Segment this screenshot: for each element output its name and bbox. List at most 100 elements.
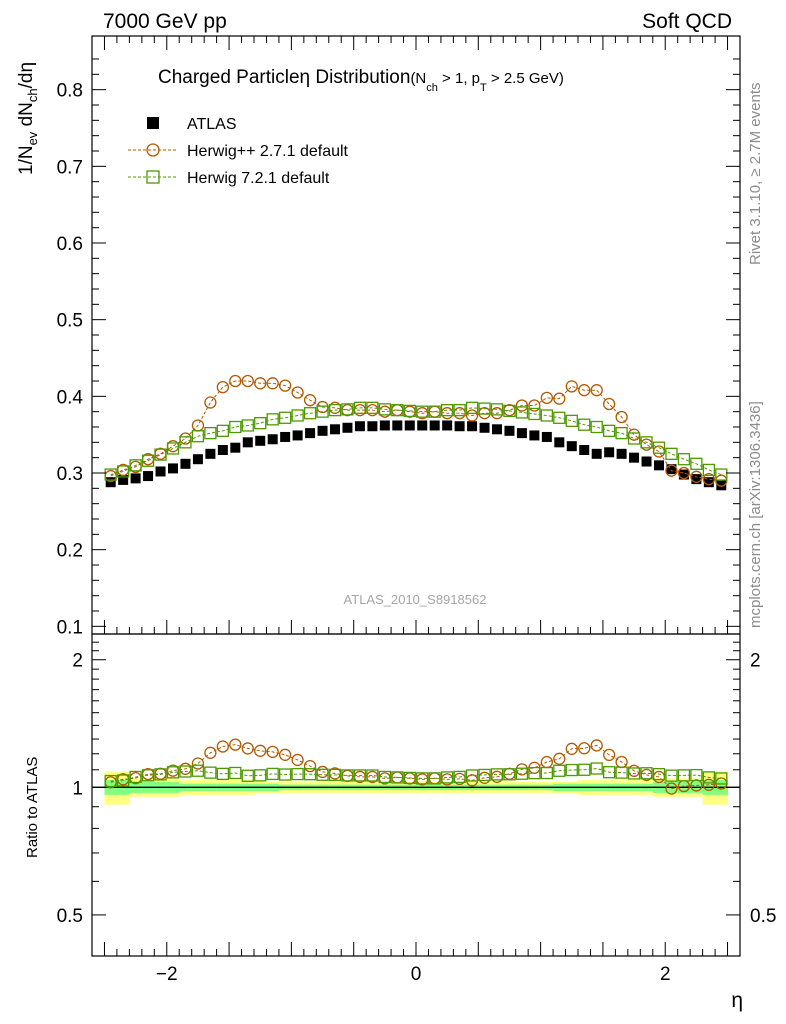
y-tick-label-top: 0.1	[57, 617, 83, 638]
herwigpp-point	[540, 391, 553, 405]
herwig7-point	[441, 403, 454, 417]
herwig7-ratio-point	[503, 768, 516, 781]
herwig7-ratio-point	[241, 769, 254, 782]
herwig7-point	[428, 405, 441, 418]
analysis-watermark: ATLAS_2010_S8918562	[344, 592, 487, 607]
atlas-point	[691, 474, 702, 485]
atlas-point	[205, 448, 216, 459]
herwigpp-ratio-point	[665, 782, 678, 795]
herwig7-ratio-point	[328, 768, 342, 782]
herwig7-ratio-point	[677, 769, 691, 782]
atlas-point	[118, 474, 129, 485]
herwigpp-point	[603, 397, 616, 411]
rivet-label: Rivet 3.1.10, ≥ 2.7M events	[747, 83, 764, 266]
atlas-point	[280, 431, 291, 442]
herwig7-ratio-point	[104, 774, 117, 788]
legend-marker-atlas	[147, 117, 159, 129]
herwig7-ratio-point	[204, 766, 217, 779]
herwigpp-point	[665, 464, 678, 477]
herwig7-point	[166, 442, 180, 455]
herwig7-point	[341, 403, 354, 416]
herwig7-point	[216, 424, 229, 437]
herwig7-point	[303, 407, 317, 420]
atlas-point	[255, 435, 266, 446]
herwig7-point	[366, 401, 379, 414]
herwig7-ratio-point	[590, 762, 603, 775]
series-ratio-line-2	[110, 767, 722, 782]
herwig7-ratio-point	[603, 766, 616, 779]
herwigpp-ratio-point	[565, 742, 578, 755]
herwig7-ratio-point	[465, 769, 479, 782]
herwig7-ratio-point	[702, 771, 715, 784]
herwig7-ratio-point	[191, 764, 205, 777]
herwig7-point	[403, 404, 416, 418]
herwigpp-point	[216, 380, 229, 394]
y-tick-label-bottom: 1	[72, 778, 83, 799]
atlas-point	[492, 424, 502, 435]
herwigpp-point	[453, 407, 466, 420]
herwigpp-ratio-point	[578, 742, 591, 755]
header-right: Soft QCD	[642, 10, 732, 33]
herwig7-point	[129, 459, 142, 472]
atlas-point	[654, 460, 664, 471]
herwig7-ratio-point	[652, 768, 666, 781]
herwigpp-point	[690, 470, 703, 483]
atlas-point	[566, 441, 577, 452]
legend: ATLAS Herwig++ 2.7.1 default Herwig 7.2.…	[128, 116, 349, 187]
herwigpp-point	[677, 466, 691, 480]
legend-label-atlas: ATLAS	[187, 116, 237, 133]
atlas-point	[504, 425, 515, 436]
atlas-point	[641, 456, 652, 467]
herwigpp-point	[204, 396, 217, 409]
y-tick-label-top: 0.6	[57, 234, 83, 255]
atlas-point	[454, 421, 465, 432]
herwig7-ratio-point	[254, 769, 267, 782]
atlas-point	[616, 448, 627, 459]
herwig7-point	[179, 436, 192, 449]
herwigpp-ratio-point	[254, 744, 267, 757]
herwig7-ratio-point	[166, 766, 180, 779]
herwig7-ratio-point	[565, 763, 578, 777]
atlas-point	[267, 434, 278, 445]
herwig7-point	[702, 463, 715, 477]
herwig7-ratio-point	[341, 769, 354, 782]
y-tick-label-top: 0.2	[57, 541, 83, 562]
herwig7-point	[328, 403, 342, 417]
herwig7-point	[141, 454, 155, 467]
herwigpp-point	[229, 374, 242, 388]
herwig7-ratio-point	[515, 767, 529, 780]
herwig7-ratio-point	[303, 768, 317, 781]
herwigpp-point	[615, 410, 628, 424]
series-line-2	[110, 407, 722, 476]
herwig7-ratio-point	[366, 769, 379, 782]
herwig7-point	[291, 409, 304, 422]
atlas-point	[404, 420, 415, 431]
atlas-point	[666, 464, 677, 475]
atlas-point	[230, 442, 241, 453]
herwig7-point	[652, 441, 666, 454]
herwig7-point	[353, 401, 367, 414]
y-tick-label-bottom: 0.5	[57, 906, 83, 927]
herwigpp-ratio-point	[590, 739, 603, 752]
chart-title: Charged Particleη Distribution(Nch > 1, …	[158, 67, 564, 94]
herwig7-ratio-point	[627, 767, 641, 780]
herwig7-ratio-point	[154, 768, 167, 781]
herwig7-point	[279, 411, 292, 424]
atlas-point	[703, 477, 714, 488]
herwig7-ratio-point	[416, 772, 429, 785]
atlas-point	[130, 473, 141, 484]
herwig7-ratio-point	[179, 765, 192, 778]
uncertainty-bands	[92, 771, 740, 805]
x-tick-label: 0	[411, 964, 422, 985]
legend-marker-herwig7	[146, 170, 160, 184]
herwigpp-ratio-point	[291, 753, 304, 767]
atlas-point	[379, 420, 390, 431]
herwig7-point	[615, 426, 628, 440]
herwig7-ratio-point	[441, 771, 454, 784]
herwig7-point	[465, 401, 479, 414]
herwigpp-point	[553, 392, 566, 405]
herwig7-point	[154, 448, 167, 461]
herwigpp-ratio-point	[191, 757, 205, 770]
herwigpp-ratio-point	[229, 738, 242, 751]
y-tick-label-top: 0.5	[57, 311, 83, 332]
